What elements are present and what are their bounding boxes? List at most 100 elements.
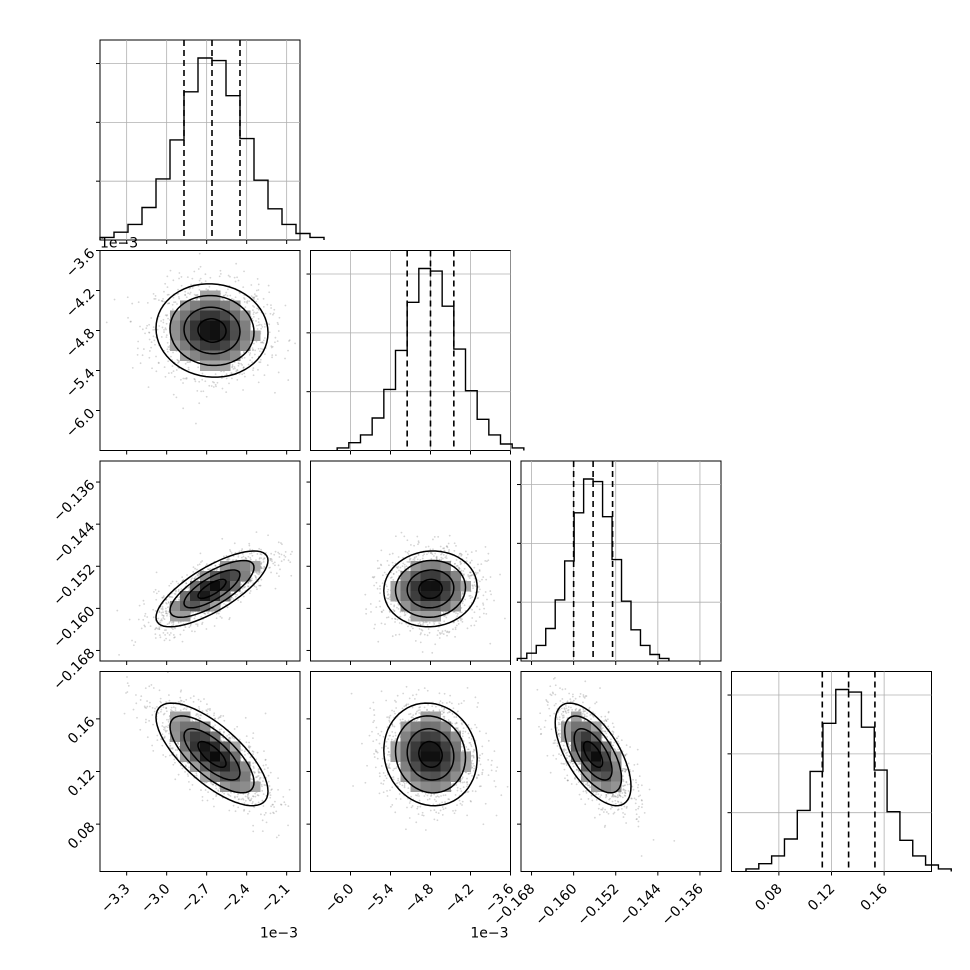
sample-point — [460, 553, 463, 556]
contour-line — [197, 318, 227, 343]
sample-point — [215, 793, 218, 796]
sample-point — [442, 611, 445, 614]
sample-point — [182, 382, 184, 384]
sample-point — [258, 571, 261, 573]
sample-point — [253, 585, 256, 588]
sample-point — [146, 616, 149, 618]
sample-point — [469, 574, 472, 577]
sample-point — [166, 632, 169, 634]
contour-line — [169, 559, 255, 619]
sample-point — [376, 587, 379, 590]
sample-point — [456, 564, 459, 567]
sample-point — [389, 598, 391, 601]
sample-point — [277, 541, 280, 544]
sample-point — [162, 611, 164, 614]
sample-point — [186, 276, 189, 278]
sample-point — [472, 585, 474, 588]
sample-point — [404, 550, 407, 553]
sample-point — [186, 574, 188, 576]
sample-point — [422, 623, 424, 626]
sample-point — [478, 588, 481, 591]
sample-point — [252, 304, 254, 307]
sample-point — [484, 559, 487, 562]
sample-point — [473, 566, 476, 569]
sample-point — [165, 328, 167, 331]
sample-point — [287, 559, 290, 562]
sample-point — [277, 551, 280, 554]
sample-point — [165, 336, 168, 339]
sample-point — [244, 306, 247, 309]
sample-point — [241, 373, 244, 376]
sample-point — [262, 305, 265, 308]
sample-point — [254, 349, 257, 352]
sample-point — [193, 577, 196, 580]
sample-point — [166, 348, 169, 351]
sample-point — [426, 553, 428, 556]
sample-point — [170, 582, 172, 585]
sample-point — [468, 575, 471, 577]
sample-point — [385, 573, 388, 576]
sample-point — [486, 560, 488, 563]
sample-point — [193, 293, 196, 296]
sample-point — [197, 366, 200, 369]
sample-point — [395, 566, 398, 569]
sample-point — [287, 379, 290, 381]
sample-point — [199, 277, 202, 280]
sample-point — [166, 302, 169, 305]
sample-point — [447, 550, 450, 553]
sample-point — [148, 701, 151, 704]
sample-point — [259, 350, 261, 353]
density-cell — [210, 350, 221, 361]
density-cell — [180, 340, 191, 351]
sample-point — [206, 713, 209, 715]
sample-point — [456, 615, 459, 617]
sample-point — [484, 591, 487, 593]
sample-point — [256, 311, 259, 314]
sample-point — [215, 385, 217, 388]
sample-point — [176, 303, 178, 305]
sample-point — [154, 343, 156, 346]
sample-point — [145, 327, 148, 330]
sample-point — [196, 568, 198, 571]
sample-point — [178, 360, 181, 362]
density-cell — [190, 320, 201, 331]
sample-point — [170, 621, 173, 624]
sample-point — [148, 331, 151, 334]
sample-point — [182, 629, 185, 632]
sample-point — [199, 552, 202, 555]
sample-point — [243, 586, 246, 589]
sample-point — [206, 568, 209, 571]
sample-point — [221, 298, 224, 300]
sample-point — [157, 361, 160, 364]
sample-point — [250, 295, 253, 298]
sample-point — [396, 606, 398, 609]
sample-point — [443, 549, 446, 552]
sample-point — [435, 556, 438, 559]
sample-point — [162, 596, 165, 599]
sample-point — [220, 297, 223, 300]
sample-point — [425, 621, 428, 624]
sample-point — [173, 636, 176, 639]
sample-point — [222, 298, 225, 301]
sample-point — [184, 770, 186, 773]
sample-point — [163, 366, 166, 368]
density-cell — [220, 310, 231, 321]
density-cell — [440, 591, 451, 602]
sample-point — [184, 362, 187, 365]
sample-point — [273, 308, 276, 311]
sample-point — [376, 567, 379, 570]
sample-point — [143, 624, 146, 627]
sample-point — [191, 286, 194, 289]
sample-point — [177, 292, 180, 295]
sample-point — [165, 612, 168, 614]
sample-point — [274, 336, 277, 339]
sample-point — [481, 578, 483, 581]
sample-point — [392, 608, 395, 611]
sample-point — [189, 360, 192, 363]
sample-point — [263, 557, 266, 560]
sample-point — [482, 594, 485, 597]
sample-point — [445, 557, 448, 560]
sample-point — [475, 573, 478, 575]
sample-point — [407, 553, 410, 555]
sample-point — [459, 617, 462, 620]
